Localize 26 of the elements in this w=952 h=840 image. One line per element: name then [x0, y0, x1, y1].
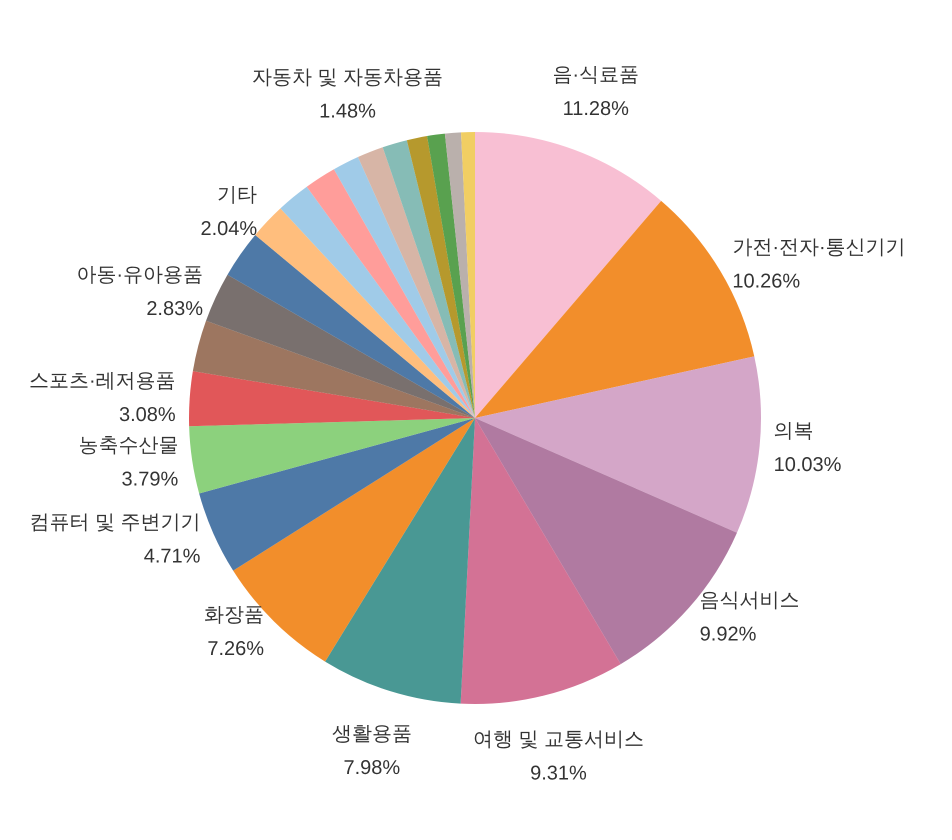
- slice-label: 생활용품: [332, 722, 412, 745]
- slice-label: 아동·유아용품: [76, 264, 204, 286]
- data-label: 2.83%: [146, 298, 204, 320]
- slice-label: 여행 및 교통서비스: [472, 728, 644, 750]
- slice-label: 음·식료품: [552, 64, 640, 86]
- data-label: 9.31%: [530, 762, 588, 784]
- slice-label: 기타: [217, 184, 258, 206]
- data-label: 3.08%: [118, 404, 176, 426]
- slice-label: 자동차 및 자동차용품: [252, 66, 444, 89]
- data-label: 3.79%: [122, 468, 178, 491]
- slice-label: 화장품: [204, 604, 264, 626]
- data-label: 10.26%: [732, 270, 800, 292]
- slice-label: 스포츠·레저용품: [29, 370, 176, 392]
- data-label: 2.04%: [200, 218, 258, 240]
- data-label: 7.98%: [343, 756, 400, 779]
- data-label: 10.03%: [774, 454, 842, 476]
- slice-label: 컴퓨터 및 주변기기: [29, 511, 200, 534]
- slice-label: 가전·전자·통신기기: [732, 236, 906, 258]
- slice-label: 의복: [774, 420, 814, 442]
- slice-label: 농축수산물: [78, 434, 178, 457]
- data-label: 4.71%: [144, 545, 201, 568]
- data-label: 1.48%: [319, 100, 376, 123]
- data-label: 11.28%: [562, 98, 630, 120]
- slice-label: 음식서비스: [700, 589, 800, 612]
- data-label: 7.26%: [207, 638, 264, 660]
- data-label: 9.92%: [700, 623, 757, 646]
